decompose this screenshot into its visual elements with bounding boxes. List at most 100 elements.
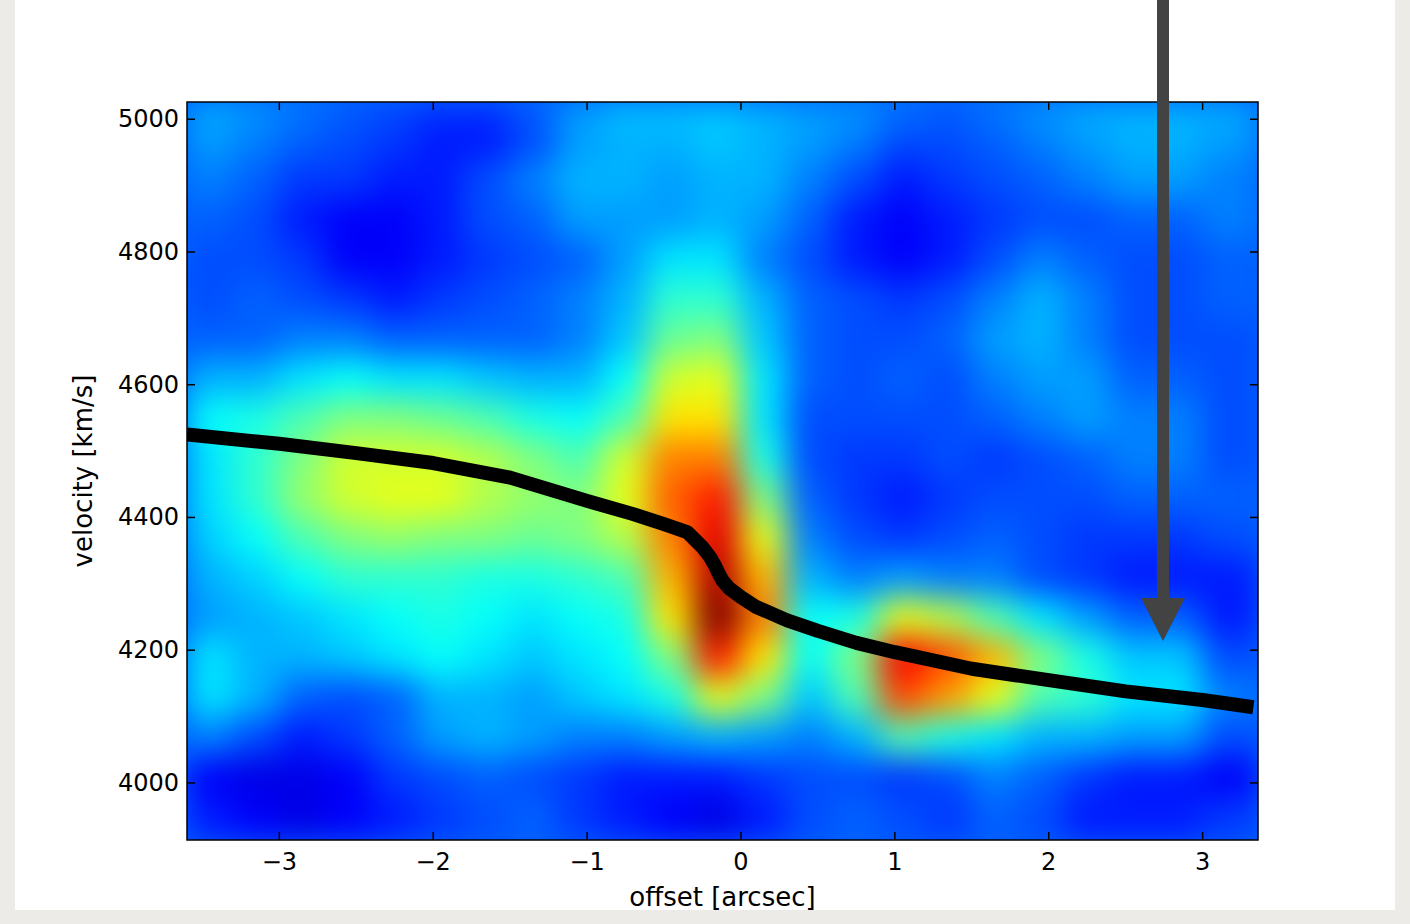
x-tick-label: 0 xyxy=(733,848,748,876)
heatmap-cell xyxy=(279,557,326,598)
heatmap-cell xyxy=(925,238,972,279)
y-axis-title: velocity [km/s] xyxy=(68,375,98,568)
heatmap-cell xyxy=(925,397,972,438)
heatmap-cell xyxy=(463,676,510,717)
heatmap-cell xyxy=(602,358,649,399)
heatmap-cell xyxy=(971,437,1018,478)
heatmap-cell xyxy=(279,676,326,717)
heatmap-cell xyxy=(648,477,695,518)
heatmap-cell xyxy=(787,278,834,319)
heatmap-cell xyxy=(1017,756,1064,797)
heatmap-cell xyxy=(1202,278,1258,319)
heatmap-cell xyxy=(1017,477,1064,518)
heatmap-cell xyxy=(1202,159,1258,200)
heatmap-cell xyxy=(1202,358,1258,399)
heatmap-cell xyxy=(187,676,234,717)
x-tick-label: 3 xyxy=(1195,848,1210,876)
heatmap-cell xyxy=(602,676,649,717)
heatmap-cell xyxy=(694,198,741,239)
heatmap-cell xyxy=(417,636,464,677)
heatmap-cell xyxy=(510,238,557,279)
heatmap-cell xyxy=(648,796,695,840)
heatmap-cell xyxy=(325,676,372,717)
page-background xyxy=(0,0,1410,924)
y-tick-label: 4400 xyxy=(118,503,179,531)
heatmap-cell xyxy=(463,397,510,438)
heatmap-cell xyxy=(787,477,834,518)
heatmap-cell xyxy=(463,238,510,279)
heatmap-cell xyxy=(879,437,926,478)
heatmap-cell xyxy=(602,318,649,359)
y-tick-right xyxy=(1250,649,1258,651)
heatmap-cell xyxy=(971,238,1018,279)
heatmap-cell xyxy=(510,278,557,319)
heatmap-cell xyxy=(1017,437,1064,478)
heatmap-cell xyxy=(510,318,557,359)
heatmap-cell xyxy=(371,238,418,279)
heatmap-cell xyxy=(1202,636,1258,677)
heatmap-cell xyxy=(648,756,695,797)
heatmap-cell xyxy=(371,159,418,200)
heatmap-cell xyxy=(879,238,926,279)
heatmap-cell xyxy=(648,397,695,438)
heatmap-cell xyxy=(417,676,464,717)
heatmap-cell xyxy=(1110,102,1203,120)
heatmap xyxy=(187,102,1258,840)
y-tick xyxy=(187,119,195,121)
heatmap-cell xyxy=(602,119,649,160)
heatmap-cell xyxy=(325,278,372,319)
heatmap-cell xyxy=(925,557,972,598)
heatmap-cell xyxy=(463,318,510,359)
heatmap-cell xyxy=(925,358,972,399)
heatmap-cell xyxy=(187,557,234,598)
heatmap-cell xyxy=(787,318,834,359)
heatmap-cell xyxy=(510,198,557,239)
heatmap-cell xyxy=(740,636,787,677)
heatmap-cell xyxy=(233,159,280,200)
heatmap-cell xyxy=(1202,716,1258,757)
heatmap-cell xyxy=(602,597,649,638)
heatmap-cell xyxy=(417,477,464,518)
heatmap-cell xyxy=(463,796,510,840)
heatmap-cell xyxy=(1017,716,1064,757)
heatmap-cell xyxy=(833,358,880,399)
heatmap-cell xyxy=(833,238,880,279)
heatmap-cell xyxy=(787,636,834,677)
heatmap-cell xyxy=(556,437,603,478)
heatmap-cell xyxy=(325,597,372,638)
heatmap-cell xyxy=(1202,557,1258,598)
heatmap-cell xyxy=(1110,437,1203,478)
heatmap-cell xyxy=(648,557,695,598)
heatmap-cell xyxy=(879,198,926,239)
heatmap-cell xyxy=(371,119,418,160)
heatmap-cell xyxy=(1017,102,1064,120)
heatmap-cell xyxy=(556,318,603,359)
heatmap-cell xyxy=(971,318,1018,359)
heatmap-cell xyxy=(187,358,234,399)
heatmap-cell xyxy=(1110,557,1203,598)
heatmap-cell xyxy=(971,119,1018,160)
heatmap-cell xyxy=(1110,636,1203,677)
heatmap-cell xyxy=(463,597,510,638)
heatmap-cell xyxy=(510,517,557,558)
heatmap-cell xyxy=(1202,238,1258,279)
heatmap-cell xyxy=(740,358,787,399)
heatmap-cell xyxy=(925,756,972,797)
heatmap-cell xyxy=(787,159,834,200)
heatmap-cell xyxy=(833,318,880,359)
heatmap-cell xyxy=(648,437,695,478)
heatmap-cell xyxy=(648,198,695,239)
heatmap-cell xyxy=(1110,716,1203,757)
heatmap-cell xyxy=(879,796,926,840)
heatmap-cell xyxy=(1110,318,1203,359)
heatmap-cell xyxy=(325,716,372,757)
heatmap-cell xyxy=(833,119,880,160)
heatmap-cell xyxy=(740,318,787,359)
heatmap-cell xyxy=(694,597,741,638)
heatmap-cell xyxy=(417,238,464,279)
heatmap-cell xyxy=(371,796,418,840)
heatmap-cell xyxy=(1064,397,1111,438)
heatmap-cell xyxy=(556,557,603,598)
heatmap-cell xyxy=(694,397,741,438)
heatmap-cell xyxy=(1017,278,1064,319)
